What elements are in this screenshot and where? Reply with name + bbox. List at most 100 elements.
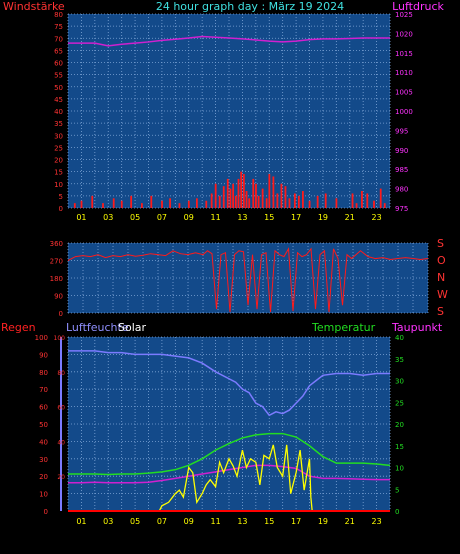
xtick-label: 21 [345, 517, 355, 526]
regen-tick-label: 70 [39, 386, 48, 394]
xtick-label: 07 [157, 213, 167, 222]
pressure-tick-label: 1015 [395, 50, 413, 58]
pressure-tick-label: 980 [395, 186, 408, 194]
wind-bar [288, 198, 291, 208]
humidity-tick-label: 100 [54, 335, 66, 342]
regen-tick-label: 10 [39, 491, 48, 499]
wind-bar [280, 183, 283, 208]
panel2-grid [67, 242, 429, 314]
xtick-label: 03 [103, 517, 113, 526]
regen-tick-label: 20 [39, 473, 48, 481]
humidity-axis-ticks: 20 40 60 80 100 [54, 335, 66, 481]
direction-compass-labels: S O N W S [437, 237, 448, 318]
wind-bar [261, 188, 264, 208]
humidity-tick-label: 80 [57, 370, 65, 377]
pressure-tick-label: 975 [395, 205, 408, 213]
wind-bar [226, 178, 229, 208]
windstaerke-label: Windstärke [3, 0, 65, 13]
wind-tick-label: 0 [59, 205, 63, 213]
xtick-label: 15 [264, 213, 274, 222]
wind-bar [257, 195, 260, 208]
direction-axis-ticks: 0 90 180 270 360 [50, 240, 63, 318]
wind-bar [366, 193, 369, 208]
wind-bar [242, 174, 245, 208]
wind-axis-ticks: 0 5 10 15 20 25 30 35 40 45 50 55 60 65 70 75 80 [54, 11, 63, 213]
xtick-label: 05 [130, 213, 140, 222]
panel3-xticks: 01 03 05 07 09 11 13 15 17 19 21 23 [76, 517, 381, 526]
wind-bar [276, 193, 279, 208]
pressure-tick-label: 1010 [395, 69, 413, 77]
direction-tick-label: 90 [54, 293, 63, 301]
xtick-label: 19 [318, 517, 328, 526]
wind-tick-label: 65 [54, 47, 63, 55]
xtick-label: 01 [76, 517, 86, 526]
wind-bar [73, 203, 76, 208]
wind-bar [248, 198, 251, 208]
humidity-tick-label: 20 [57, 474, 65, 481]
dir-label-s-top: S [437, 237, 444, 250]
wind-bar [308, 200, 311, 208]
wind-tick-label: 60 [54, 60, 63, 68]
xtick-label: 21 [345, 213, 355, 222]
temperature-tick-label: 10 [395, 465, 404, 473]
panel1-xticks: 01 03 05 07 09 11 13 15 17 19 21 23 [76, 213, 381, 222]
temperature-tick-label: 5 [395, 486, 399, 494]
wind-bar [316, 195, 319, 208]
wind-bar [140, 203, 143, 208]
wind-bar [205, 200, 208, 208]
xtick-label: 23 [371, 517, 381, 526]
wind-bar [324, 193, 327, 208]
wind-bar [161, 200, 163, 208]
regen-label: Regen [1, 321, 36, 334]
xtick-label: 03 [103, 213, 113, 222]
wind-bar [265, 198, 268, 208]
wind-bar [355, 203, 358, 208]
xtick-label: 23 [371, 213, 381, 222]
temperature-tick-label: 35 [395, 356, 404, 364]
xtick-label: 13 [237, 517, 247, 526]
regen-tick-label: 80 [39, 369, 48, 377]
xtick-label: 11 [210, 517, 220, 526]
wind-bar [284, 186, 287, 208]
regen-tick-label: 0 [44, 508, 48, 516]
luftdruck-label: Luftdruck [392, 0, 444, 13]
wind-bar [268, 174, 271, 208]
regen-tick-label: 90 [39, 351, 48, 359]
wind-bar [222, 186, 225, 208]
direction-tick-label: 270 [50, 258, 63, 266]
taupunkt-label: Taupunkt [391, 321, 443, 334]
pressure-tick-label: 1025 [395, 11, 413, 19]
chart-title: 24 hour graph day : März 19 2024 [156, 0, 344, 13]
pressure-tick-label: 1020 [395, 30, 413, 38]
wind-bar [252, 178, 255, 208]
pressure-tick-label: 990 [395, 147, 408, 155]
wind-bar [229, 188, 232, 208]
regen-axis-ticks: 0 10 20 30 40 50 60 70 80 90 100 [35, 334, 48, 516]
wind-bar [218, 195, 221, 208]
wind-tick-label: 15 [54, 169, 63, 177]
temperature-tick-label: 30 [395, 378, 404, 386]
wind-bar [293, 193, 296, 208]
xtick-label: 09 [184, 213, 194, 222]
temperature-tick-label: 20 [395, 421, 404, 429]
wind-bar [187, 200, 190, 208]
wind-bar [297, 195, 300, 208]
wind-tick-label: 20 [54, 157, 63, 165]
wind-bar [272, 176, 275, 208]
dir-label-n: N [437, 271, 445, 284]
temperature-tick-label: 0 [395, 508, 399, 516]
wind-tick-label: 80 [54, 11, 63, 19]
xtick-label: 11 [210, 213, 220, 222]
wind-tick-label: 40 [54, 108, 63, 116]
humidity-tick-label: 40 [57, 439, 65, 446]
direction-tick-label: 0 [59, 310, 63, 318]
wind-tick-label: 45 [54, 96, 63, 104]
wind-tick-label: 35 [54, 120, 63, 128]
xtick-label: 13 [237, 213, 247, 222]
humidity-line [68, 350, 390, 417]
xtick-label: 07 [157, 517, 167, 526]
wind-bar [214, 183, 217, 208]
wind-direction-panel: 0 90 180 270 360 S O N W S [50, 237, 448, 318]
solar-label: Solar [118, 321, 147, 334]
